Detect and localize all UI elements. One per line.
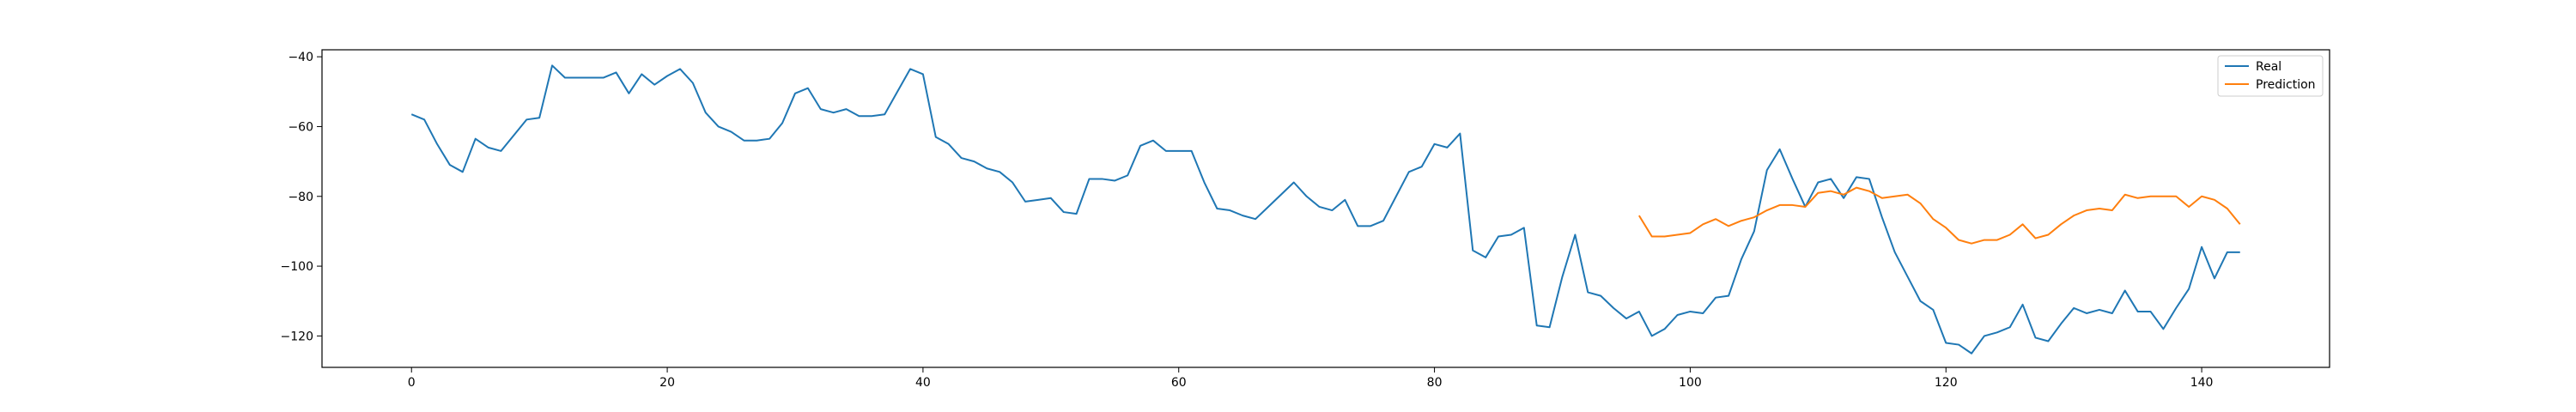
legend-label-real: Real <box>2256 60 2281 74</box>
series-layer <box>410 64 2241 354</box>
y-tick-label: −100 <box>281 260 313 274</box>
x-tick-label: 80 <box>1427 376 1443 390</box>
x-tick-label: 140 <box>2190 376 2214 390</box>
y-tick-label: −40 <box>288 51 313 64</box>
y-axis-ticks: −40 −60 −80 −100 −120 <box>281 51 322 343</box>
x-axis-ticks: 0 20 40 60 80 100 120 140 <box>408 367 2214 390</box>
series-line-real <box>410 64 2240 354</box>
x-tick-label: 40 <box>915 376 931 390</box>
x-tick-label: 120 <box>1935 376 1958 390</box>
legend-label-prediction: Prediction <box>2256 78 2316 92</box>
y-tick-label: −60 <box>288 120 313 134</box>
series-line-prediction <box>1637 186 2241 245</box>
x-tick-label: 20 <box>659 376 675 390</box>
x-tick-label: 100 <box>1679 376 1702 390</box>
x-tick-label: 60 <box>1171 376 1187 390</box>
plot-area: 0 20 40 60 80 100 120 140 −40 −60 −80 −100 −120 <box>281 49 2330 390</box>
x-tick-label: 0 <box>408 376 416 390</box>
y-tick-label: −120 <box>281 330 313 343</box>
plot-frame <box>321 49 2330 368</box>
legend: Real Prediction <box>2217 55 2324 97</box>
legend-items: Real Prediction <box>2225 60 2316 92</box>
y-tick-label: −80 <box>288 191 313 204</box>
